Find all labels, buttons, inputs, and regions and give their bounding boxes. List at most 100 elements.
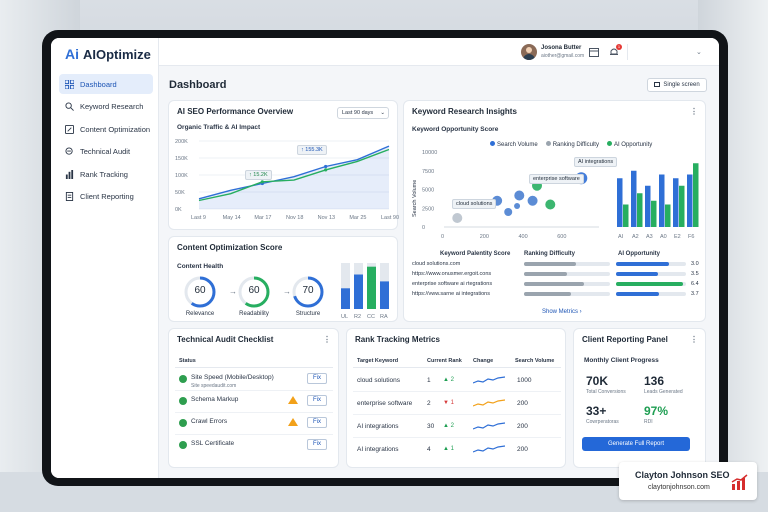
card-title: Content Optimization Score <box>177 243 283 252</box>
warning-icon <box>288 396 298 404</box>
avatar[interactable] <box>521 44 537 60</box>
rank-change: ▼ 1 <box>443 400 454 406</box>
card-title: Rank Tracking Metrics <box>355 335 440 344</box>
scatter-point <box>504 208 513 216</box>
difficulty-bar-fill <box>524 272 567 276</box>
keyword-scatter-chart: Search Volume 10000 7500 5000 2500 0 0 200 400 60… <box>412 150 699 240</box>
rank-value: 2 <box>427 400 431 407</box>
series-line <box>198 145 390 200</box>
sidebar-item-client-reporting[interactable]: Client Reporting <box>59 187 153 207</box>
opportunity-bar-fill <box>616 292 660 296</box>
notification-badge: 1 <box>616 44 622 50</box>
x-tick-label: 600 <box>557 234 566 240</box>
more-options-icon[interactable]: ⋮ <box>690 335 698 344</box>
x-tick-label: 400 <box>519 234 528 240</box>
magnify-icon <box>65 147 73 155</box>
date-range-select[interactable]: Last 90 days ⌄ <box>337 107 389 119</box>
search-volume: 200 <box>517 423 528 430</box>
data-point <box>260 180 264 184</box>
sparkline-path <box>473 376 505 384</box>
search-volume: 1000 <box>517 377 532 384</box>
keyword-cell: https://www.onusmer.ergoit.cons <box>412 271 492 277</box>
ring-fill <box>184 276 216 308</box>
sparkline <box>473 445 505 453</box>
bell-icon[interactable] <box>609 47 619 57</box>
fix-button[interactable]: Fix <box>307 395 327 406</box>
sidebar-item-label: Technical Audit <box>80 147 131 156</box>
app-name: AIOptimize <box>83 46 151 62</box>
bar <box>631 170 637 227</box>
show-metrics-link[interactable]: Show Metrics › <box>542 309 582 315</box>
ring-value: 60 <box>194 285 206 296</box>
divider <box>353 414 561 415</box>
score-cell: 3.5 <box>691 271 699 277</box>
sidebar-item-keyword-research[interactable]: Keyword Research <box>59 97 153 117</box>
sidebar-item-content-optimization[interactable]: Content Optimization <box>59 119 153 139</box>
fix-button[interactable]: Fix <box>307 373 327 384</box>
single-screen-button[interactable]: Single screen <box>647 78 707 92</box>
column-header: Change <box>473 358 494 364</box>
rank-change: ▲ 2 <box>443 423 454 429</box>
check-icon <box>179 441 187 449</box>
audit-item-label: SSL Certificate <box>191 440 235 447</box>
chevron-down-icon[interactable]: ⌄ <box>696 49 702 56</box>
score-cell: 3.0 <box>691 261 699 267</box>
calendar-icon[interactable] <box>589 47 599 57</box>
more-options-icon[interactable]: ⋮ <box>323 335 331 344</box>
more-options-icon[interactable]: ⋮ <box>690 107 698 116</box>
ring-label: Readability <box>239 311 269 317</box>
page-title: Dashboard <box>169 79 227 91</box>
user-email: aiother@gmail.com <box>541 53 585 59</box>
card-title: Technical Audit Checklist <box>177 335 274 344</box>
rank-value: 1 <box>427 377 431 384</box>
series-area <box>199 146 389 209</box>
fix-button[interactable]: Fix <box>307 439 327 450</box>
status-header: Status <box>179 358 196 364</box>
search-volume: 200 <box>517 446 528 453</box>
keyword-cell: cloud solutions.com <box>412 261 461 267</box>
bar <box>617 178 623 227</box>
sparkline <box>473 399 505 407</box>
app-logo[interactable]: Ai AIOptimize <box>65 46 151 62</box>
x-tick-label: Nov 18 <box>286 215 303 221</box>
card-title: Client Reporting Panel <box>582 335 668 344</box>
column-header: Search Volume <box>515 358 555 364</box>
ring-value: 60 <box>248 285 260 296</box>
sparkline <box>473 376 505 384</box>
keyword-insights-card: Keyword Research Insights ⋮ Keyword Oppo… <box>403 100 706 322</box>
traffic-callout-low: ↑ 15.2K <box>245 170 272 180</box>
column-header: Current Rank <box>427 358 462 364</box>
ring-value: 70 <box>302 285 314 296</box>
opportunity-bar <box>616 262 686 266</box>
card-subtitle: Content Health <box>177 263 224 270</box>
x-tick-label: Last 90 <box>381 215 399 221</box>
technical-audit-card: Technical Audit Checklist ⋮ Status Site … <box>168 328 339 468</box>
bar <box>341 288 350 309</box>
stat-value: 33+ <box>586 404 607 418</box>
opportunity-bar <box>616 272 686 276</box>
generate-report-button[interactable]: Generate Full Report <box>582 437 690 451</box>
y-tick-label: 100K <box>175 173 188 179</box>
sparkline <box>473 422 505 430</box>
sidebar-item-dashboard[interactable]: Dashboard <box>59 74 153 94</box>
rank-change: ▲ 2 <box>443 377 454 383</box>
logo-mark: Ai <box>65 46 79 62</box>
sidebar-item-label: Rank Tracking <box>80 169 128 179</box>
fix-button[interactable]: Fix <box>307 417 327 428</box>
sidebar-item-rank-tracking[interactable]: Rank Tracking <box>59 164 153 184</box>
stat-label: Leads Generated <box>644 389 683 395</box>
sparkline-path <box>473 422 505 430</box>
keyword-tag: enterprise software <box>529 174 584 184</box>
audit-item-label: Schema Markup <box>191 396 239 403</box>
scatter-legend: Search Volume Ranking Difficulty AI Oppo… <box>490 141 652 148</box>
rank-value: 4 <box>427 446 431 453</box>
score-ring <box>292 276 324 308</box>
y-tick-label: 10000 <box>422 150 437 156</box>
series-line <box>198 148 390 202</box>
rank-keyword: cloud solutions <box>357 377 400 384</box>
sidebar-item-technical-audit[interactable]: Technical Audit <box>59 142 153 162</box>
stat-label: Cowrperatoras <box>586 419 619 425</box>
opportunity-bar-fill <box>616 282 683 286</box>
grid-icon <box>65 79 74 89</box>
check-icon <box>179 397 187 405</box>
